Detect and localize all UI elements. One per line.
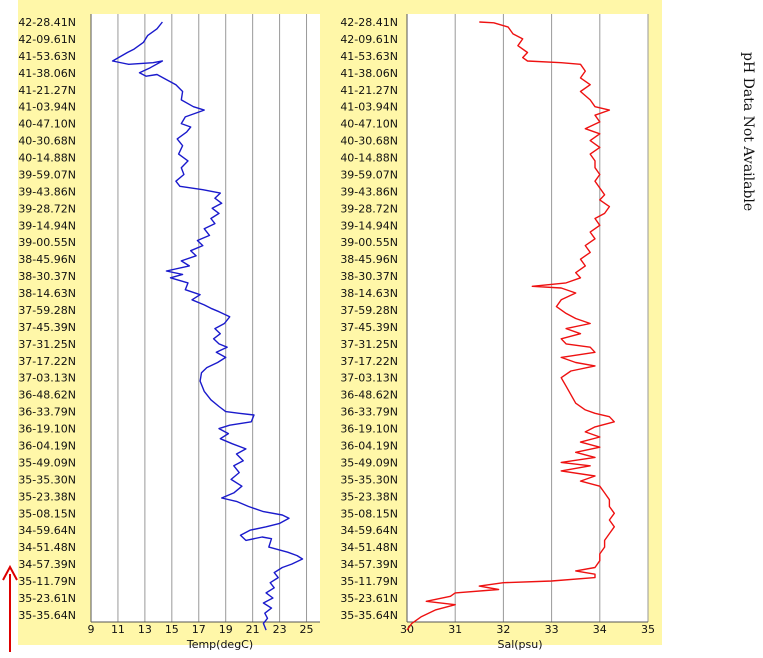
temp-x-tick-label: 17 [192, 623, 206, 636]
sal-lat-label: 35-35.64N [340, 609, 398, 622]
temp-lat-label: 36-04.19N [18, 440, 76, 453]
temp-x-tick-label: 15 [165, 623, 179, 636]
temp-lat-label: 35-35.64N [18, 609, 76, 622]
sal-lat-label: 38-45.96N [340, 253, 398, 266]
sal-x-tick-label: 35 [641, 623, 655, 636]
temp-x-tick-label: 19 [219, 623, 233, 636]
sal-x-tick-label: 34 [593, 623, 607, 636]
sal-x-axis-title: Sal(psu) [497, 638, 542, 651]
sal-lat-label: 36-04.19N [340, 440, 398, 453]
temp-lat-label: 40-14.88N [18, 152, 76, 165]
temp-x-tick-label: 23 [273, 623, 287, 636]
temp-series-line [111, 21, 304, 631]
temp-lat-label: 42-09.61N [18, 33, 76, 46]
temp-lat-label: 38-45.96N [18, 253, 76, 266]
temp-x-tick-label: 11 [111, 623, 125, 636]
temp-lat-label: 34-57.39N [18, 558, 76, 571]
sal-x-tick-label: 33 [545, 623, 559, 636]
sal-lat-label: 41-21.27N [340, 84, 398, 97]
temp-lat-label: 41-53.63N [18, 50, 76, 63]
temp-lat-label: 41-03.94N [18, 101, 76, 114]
sal-lat-label: 39-59.07N [340, 168, 398, 181]
ph-note-text: pH Data Not Available [740, 52, 756, 212]
temp-lat-label: 36-19.10N [18, 423, 76, 436]
sal-lat-label: 37-45.39N [340, 321, 398, 334]
sal-lat-label: 35-08.15N [340, 507, 398, 520]
sal-lat-label: 41-38.06N [340, 67, 398, 80]
sal-x-tick-label: 31 [448, 623, 462, 636]
sal-lat-label: 37-31.25N [340, 338, 398, 351]
temp-plot-area [91, 14, 320, 622]
sal-lat-label: 40-47.10N [340, 118, 398, 131]
sal-lat-label: 39-00.55N [340, 236, 398, 249]
sal-lat-label: 40-30.68N [340, 135, 398, 148]
sal-lat-label: 42-09.61N [340, 33, 398, 46]
temp-lat-label: 36-48.62N [18, 389, 76, 402]
temp-lat-label: 35-49.09N [18, 456, 76, 469]
temp-lat-label: 37-17.22N [18, 355, 76, 368]
temp-x-axis-title: Temp(degC) [186, 638, 253, 651]
sal-lat-label: 37-17.22N [340, 355, 398, 368]
temp-x-tick-label: 9 [88, 623, 95, 636]
sal-lat-label: 37-03.13N [340, 372, 398, 385]
sal-lat-label: 39-14.94N [340, 219, 398, 232]
sal-lat-label: 35-23.61N [340, 592, 398, 605]
sal-lat-label: 36-33.79N [340, 406, 398, 419]
temp-lat-label: 40-30.68N [18, 135, 76, 148]
sal-lat-label: 34-57.39N [340, 558, 398, 571]
temp-lat-label: 38-30.37N [18, 270, 76, 283]
temp-lat-label: 39-00.55N [18, 236, 76, 249]
sal-lat-label: 38-14.63N [340, 287, 398, 300]
sal-lat-label: 34-51.48N [340, 541, 398, 554]
temp-lat-label: 39-28.72N [18, 202, 76, 215]
sal-x-tick-label: 32 [496, 623, 510, 636]
direction-arrow-head [2, 564, 18, 581]
temp-x-tick-label: 21 [246, 623, 260, 636]
temp-lat-label: 41-21.27N [18, 84, 76, 97]
temp-x-tick-label: 13 [138, 623, 152, 636]
temp-lat-label: 39-14.94N [18, 219, 76, 232]
sal-lat-label: 42-28.41N [340, 16, 398, 29]
temp-lat-label: 34-59.64N [18, 524, 76, 537]
sal-lat-label: 37-59.28N [340, 304, 398, 317]
temp-lat-label: 37-03.13N [18, 372, 76, 385]
temp-lat-label: 37-45.39N [18, 321, 76, 334]
ph-note: pH Data Not Available [740, 52, 760, 252]
sal-lat-label: 36-19.10N [340, 423, 398, 436]
sal-lat-label: 40-14.88N [340, 152, 398, 165]
temp-lat-label: 41-38.06N [18, 67, 76, 80]
sal-lat-label: 36-48.62N [340, 389, 398, 402]
sal-plot-area [407, 14, 648, 622]
sal-series-line [406, 21, 615, 631]
sal-lat-label: 35-49.09N [340, 456, 398, 469]
temp-lat-label: 37-59.28N [18, 304, 76, 317]
temp-lat-label: 38-14.63N [18, 287, 76, 300]
temp-x-tick-label: 25 [300, 623, 314, 636]
sal-lat-label: 39-43.86N [340, 185, 398, 198]
temp-lat-label: 35-35.30N [18, 473, 76, 486]
temp-lat-label: 39-59.07N [18, 168, 76, 181]
sal-lat-label: 41-03.94N [340, 101, 398, 114]
temp-lat-label: 42-28.41N [18, 16, 76, 29]
temp-lat-label: 37-31.25N [18, 338, 76, 351]
sal-lat-label: 41-53.63N [340, 50, 398, 63]
temp-lat-label: 36-33.79N [18, 406, 76, 419]
sal-lat-label: 35-23.38N [340, 490, 398, 503]
temp-lat-label: 35-08.15N [18, 507, 76, 520]
sal-lat-label: 39-28.72N [340, 202, 398, 215]
temp-lat-label: 35-23.38N [18, 490, 76, 503]
temp-lat-label: 35-23.61N [18, 592, 76, 605]
temp-lat-label: 39-43.86N [18, 185, 76, 198]
temp-lat-label: 40-47.10N [18, 118, 76, 131]
sal-lat-label: 35-35.30N [340, 473, 398, 486]
sal-lat-label: 38-30.37N [340, 270, 398, 283]
temp-lat-label: 35-11.79N [18, 575, 76, 588]
sal-lat-label: 34-59.64N [340, 524, 398, 537]
sal-lat-label: 35-11.79N [340, 575, 398, 588]
temp-lat-label: 34-51.48N [18, 541, 76, 554]
